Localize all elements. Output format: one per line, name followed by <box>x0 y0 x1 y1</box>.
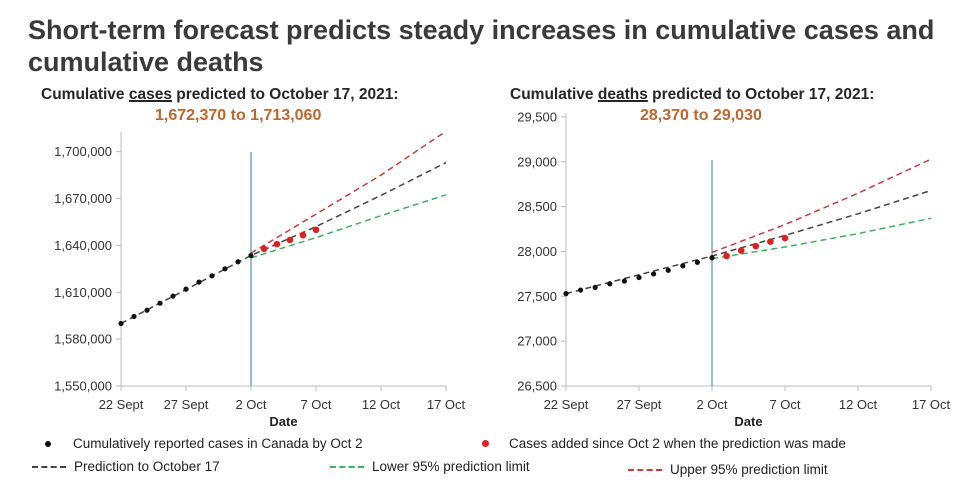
deaths-chart-subtitle: Cumulative deaths predicted to October 1… <box>510 86 874 104</box>
deaths-reported-point <box>592 284 598 290</box>
deaths-reported-point <box>636 274 642 281</box>
deaths-upper-line <box>711 158 932 254</box>
cases-y-tick-label: 1,550,000 <box>54 379 112 394</box>
cases-reported-point <box>222 266 228 272</box>
deaths-reported-point <box>578 287 584 293</box>
deaths-y-tick-label: 29,000 <box>517 154 557 169</box>
deaths-added-point <box>752 242 760 250</box>
deaths-x-tick-label: 12 Oct <box>839 397 878 412</box>
deaths-added-point <box>781 234 789 242</box>
legend-prediction-line <box>32 465 66 468</box>
cases-y-tick-label: 1,640,000 <box>54 238 112 253</box>
cases-reported-point <box>131 313 137 320</box>
legend-added: Cases added since Oct 2 when the predict… <box>482 436 846 451</box>
deaths-reported-point <box>607 281 613 287</box>
cases-chart-subtitle: Cumulative cases predicted to October 17… <box>41 86 399 104</box>
cases-reported-point <box>183 286 189 292</box>
legend-upper-label: Upper 95% prediction limit <box>670 462 828 477</box>
deaths-x-axis-label: Date <box>734 414 762 429</box>
deaths-reported-point <box>694 259 701 265</box>
cases-x-tick-label: 22 Sept <box>99 397 144 412</box>
deaths-prediction-line <box>565 189 932 295</box>
deaths-y-tick-label: 28,000 <box>517 244 557 259</box>
legend-prediction: Prediction to October 17 <box>32 459 220 474</box>
cases-subtitle-post: predicted to October 17, 2021: <box>171 86 399 103</box>
deaths-range-text: 28,370 to 29,030 <box>640 107 762 124</box>
cases-added-point <box>286 236 294 244</box>
deaths-y-tick-label: 27,000 <box>517 334 557 349</box>
cases-range-text: 1,672,370 to 1,713,060 <box>155 107 322 124</box>
cases-added-point <box>260 245 268 253</box>
cases-added-point <box>312 226 320 234</box>
deaths-y-tick-label: 27,500 <box>517 289 557 304</box>
cases-reported-point <box>235 259 241 265</box>
cases-lower-line <box>250 194 447 259</box>
cases-y-tick-label: 1,610,000 <box>54 285 112 300</box>
cases-subtitle-pre: Cumulative <box>41 86 129 103</box>
cases-x-tick-label: 27 Sept <box>164 397 209 412</box>
deaths-x-tick-label: 17 Oct <box>912 397 951 412</box>
deaths-added-point <box>723 252 730 260</box>
cases-reported-point <box>196 279 202 285</box>
deaths-y-tick-label: 28,500 <box>517 199 557 214</box>
deaths-x-tick-label: 7 Oct <box>769 397 800 412</box>
cases-y-tick-label: 1,670,000 <box>54 191 112 206</box>
cases-x-tick-label: 2 Oct <box>235 397 266 412</box>
cases-y-tick-label: 1,580,000 <box>54 332 112 347</box>
cases-subtitle-key: cases <box>128 86 172 103</box>
legend-upper-line <box>628 468 662 471</box>
cases-reported-point <box>170 293 176 299</box>
cases-x-tick-label: 12 Oct <box>362 397 401 412</box>
cases-reported-point <box>157 300 163 306</box>
cases-reported-point <box>248 252 254 259</box>
deaths-reported-point <box>621 278 628 284</box>
cases-reported-point <box>118 320 124 327</box>
legend-reported: Cumulatively reported cases in Canada by… <box>45 436 363 451</box>
legend-prediction-label: Prediction to October 17 <box>74 459 220 474</box>
cases-reported-point <box>144 307 150 313</box>
cases-added-point <box>273 240 281 248</box>
cases-x-tick-label: 7 Oct <box>300 397 331 412</box>
cases-upper-line <box>250 130 447 254</box>
legend-lower: Lower 95% prediction limit <box>330 459 530 474</box>
deaths-reported-point <box>709 255 715 261</box>
deaths-y-tick-label: 29,500 <box>517 110 557 125</box>
legend-added-label: Cases added since Oct 2 when the predict… <box>509 436 846 451</box>
cases-added-point <box>299 231 307 239</box>
deaths-x-tick-label: 2 Oct <box>696 397 727 412</box>
deaths-subtitle-post: predicted to October 17, 2021: <box>647 86 875 103</box>
deaths-added-point <box>767 238 774 245</box>
deaths-reported-point <box>680 263 686 269</box>
deaths-reported-point <box>651 271 657 277</box>
cases-x-tick-label: 17 Oct <box>427 397 466 412</box>
deaths-y-tick-label: 26,500 <box>517 379 557 394</box>
deaths-x-tick-label: 27 Sept <box>617 397 662 412</box>
cases-reported-point <box>209 273 215 279</box>
deaths-reported-point <box>563 291 569 297</box>
deaths-added-point <box>737 247 745 254</box>
cases-y-tick-label: 1,700,000 <box>54 144 112 159</box>
deaths-subtitle-key: deaths <box>597 86 648 103</box>
page-title: Short-term forecast predicts steady incr… <box>28 15 935 77</box>
legend-upper: Upper 95% prediction limit <box>628 462 828 477</box>
legend-lower-line <box>330 465 364 468</box>
legend-lower-label: Lower 95% prediction limit <box>372 459 530 474</box>
legend-added-marker <box>482 440 489 447</box>
cases-prediction-line <box>120 161 447 325</box>
deaths-lower-line <box>711 217 932 260</box>
deaths-reported-point <box>665 267 671 273</box>
legend-reported-marker <box>45 440 51 447</box>
cases-x-axis-label: Date <box>269 414 297 429</box>
deaths-x-tick-label: 22 Sept <box>544 397 589 412</box>
deaths-subtitle-pre: Cumulative <box>510 86 598 103</box>
legend-reported-label: Cumulatively reported cases in Canada by… <box>73 436 363 451</box>
